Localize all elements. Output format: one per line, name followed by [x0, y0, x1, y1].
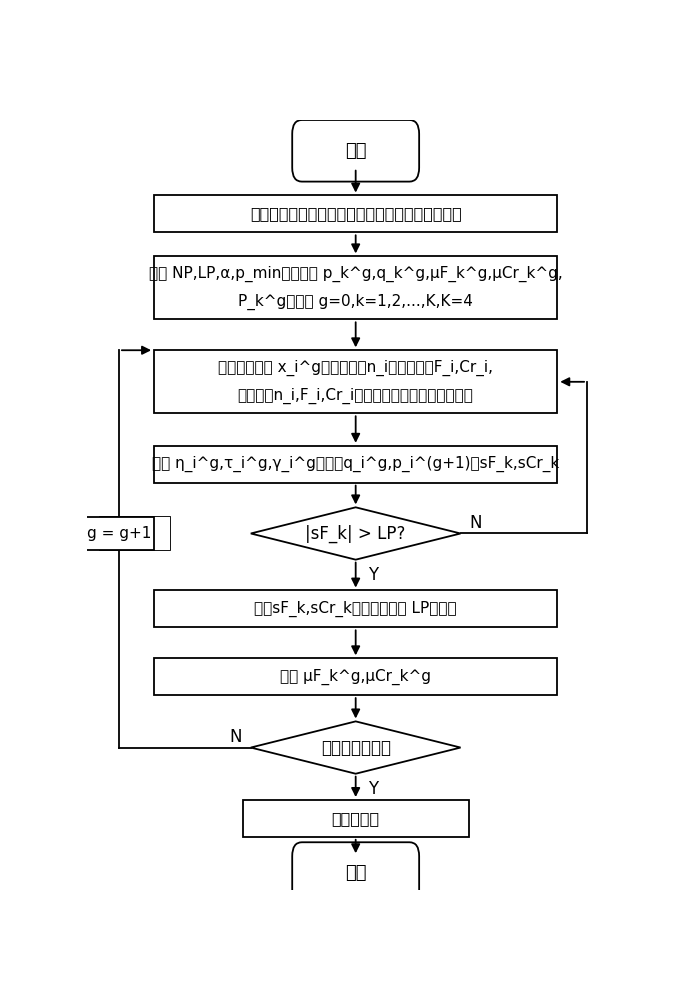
- Polygon shape: [251, 721, 461, 774]
- Bar: [154, 256, 557, 319]
- Text: Y: Y: [368, 566, 378, 584]
- Text: 输出最优解: 输出最优解: [332, 811, 380, 826]
- Text: g = g+1: g = g+1: [87, 526, 151, 541]
- FancyBboxPatch shape: [292, 120, 419, 182]
- Bar: [154, 350, 557, 413]
- Bar: [154, 446, 557, 483]
- Bar: [100, 517, 170, 550]
- Bar: [154, 195, 557, 232]
- Text: 更新 μF_k^g,μCr_k^g: 更新 μF_k^g,μCr_k^g: [280, 669, 431, 685]
- FancyBboxPatch shape: [292, 842, 419, 904]
- Text: 保留sF_k,sCr_k中最近加入的 LP个元素: 保留sF_k,sCr_k中最近加入的 LP个元素: [255, 601, 457, 617]
- Bar: [84, 517, 154, 550]
- Text: N: N: [230, 728, 242, 746]
- Text: Y: Y: [368, 780, 378, 798]
- Text: N: N: [469, 514, 482, 532]
- Bar: [154, 590, 557, 627]
- Bar: [154, 658, 557, 695]
- Text: 开始: 开始: [345, 142, 366, 160]
- Text: |sF_k| > LP?: |sF_k| > LP?: [305, 524, 406, 543]
- Text: 运用算子n_i,F_i,Cr_i产生试验个体，执行交叉操作: 运用算子n_i,F_i,Cr_i产生试验个体，执行交叉操作: [238, 388, 473, 404]
- Text: g = g+1: g = g+1: [103, 526, 167, 541]
- Text: 测量燃料电池工作参数，测量电池输出电流和电压: 测量燃料电池工作参数，测量电池输出电流和电压: [250, 206, 462, 221]
- Text: 结束: 结束: [345, 864, 366, 882]
- Text: 设置 NP,LP,α,p_min，初始化 p_k^g,q_k^g,μF_k^g,μCr_k^g,: 设置 NP,LP,α,p_min，初始化 p_k^g,q_k^g,μF_k^g,…: [149, 266, 563, 282]
- Text: 针对每个个体 x_i^g，选择算子n_i，确定参数F_i,Cr_i,: 针对每个个体 x_i^g，选择算子n_i，确定参数F_i,Cr_i,: [218, 360, 493, 376]
- Bar: [243, 800, 468, 837]
- Text: P_k^g，其中 g=0,k=1,2,...,K,K=4: P_k^g，其中 g=0,k=1,2,...,K,K=4: [238, 294, 473, 310]
- Bar: [100, 517, 170, 550]
- Text: 计算 η_i^g,τ_i^g,γ_i^g，更新q_i^g,p_i^(g+1)，sF_k,sCr_k: 计算 η_i^g,τ_i^g,γ_i^g，更新q_i^g,p_i^(g+1)，s…: [152, 456, 559, 472]
- Polygon shape: [251, 507, 461, 560]
- Text: 满足终止条件？: 满足终止条件？: [321, 739, 391, 757]
